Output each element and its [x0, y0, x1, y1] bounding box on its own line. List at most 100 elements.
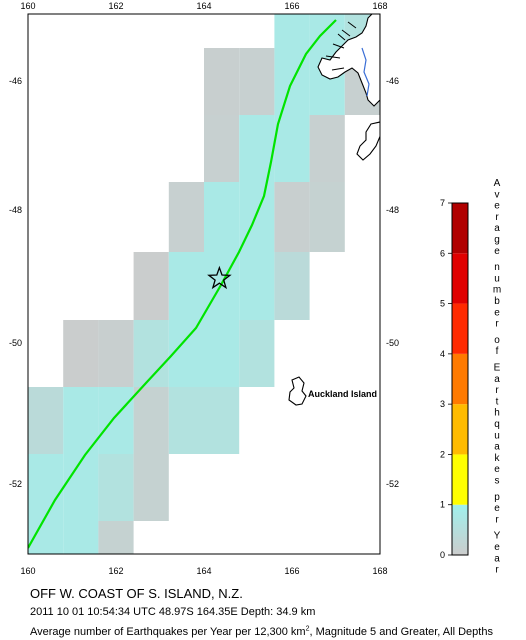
lon-label-bottom-160: 160 — [20, 566, 35, 576]
legend-title-letter: v — [495, 189, 500, 200]
legend-title-letter: a — [494, 442, 500, 453]
lon-label-bottom-168: 168 — [372, 566, 387, 576]
legend-title-letter: r — [495, 319, 499, 330]
grid-cell — [274, 14, 310, 48]
axis-labels: 160 162 164 166 168 160 162 164 166 168 … — [9, 1, 399, 576]
legend-swatch — [452, 253, 468, 304]
legend-title-letter: r — [495, 565, 499, 576]
legend-title-letter: g — [494, 235, 500, 246]
legend-title-letter: E — [494, 363, 501, 374]
grid-cell — [239, 48, 275, 115]
grid-cell — [274, 115, 310, 182]
grid-cell — [63, 454, 99, 521]
grid-cell — [168, 252, 204, 320]
auckland-island-label: Auckland Island — [308, 389, 377, 399]
legend-title-letter: o — [494, 335, 500, 346]
legend-swatch-gradient — [452, 539, 468, 543]
lat-label-left-48: -48 — [9, 205, 22, 215]
legend-title-letter: e — [494, 503, 500, 514]
legend-swatch-gradient — [452, 542, 468, 547]
legend-tick-label: 3 — [440, 399, 445, 409]
lon-label-top-160: 160 — [20, 1, 35, 11]
grid-cell — [204, 320, 240, 387]
grid-cell — [133, 387, 169, 454]
legend-title-letter: k — [495, 453, 501, 464]
lon-label-bottom-162: 162 — [108, 566, 123, 576]
grid-cell — [309, 115, 345, 182]
landmasses — [288, 14, 380, 406]
map-border — [27, 13, 381, 555]
legend-swatch — [452, 303, 468, 354]
earthquake-title: OFF W. COAST OF S. ISLAND, N.Z. — [30, 586, 243, 601]
legend-swatch-gradient — [452, 548, 468, 553]
legend-title-letter: h — [494, 408, 500, 419]
legend-title-letter: a — [494, 374, 500, 385]
earthquake-rate-grid — [28, 14, 380, 554]
legend-swatch-gradient — [452, 533, 468, 537]
grid-cell — [204, 115, 240, 182]
grid-cell — [63, 521, 99, 554]
legend-title-letter: b — [494, 296, 500, 307]
legend-tick-labels: 0 1 2 3 4 5 6 7 — [440, 198, 452, 560]
legend-title-letter: e — [494, 542, 500, 553]
rate-description: Average number of Earthquakes per Year p… — [30, 625, 493, 638]
legend-title-letter: e — [494, 307, 500, 318]
legend-title-letter: s — [495, 476, 500, 487]
lon-label-top-164: 164 — [196, 1, 211, 11]
legend-tick-label: 7 — [440, 198, 445, 208]
legend-swatch — [452, 353, 468, 405]
grid-cell — [204, 387, 240, 454]
legend-swatch-gradient — [452, 517, 468, 521]
grid-cell — [98, 521, 134, 554]
rate-description-text: Average number of Earthquakes per Year p… — [30, 626, 306, 638]
grid-cell — [98, 387, 134, 454]
legend-tick-label: 1 — [440, 500, 445, 510]
legend-title-letter: r — [495, 212, 499, 223]
grid-cell — [274, 182, 310, 252]
grid-cell — [204, 48, 240, 115]
lon-label-bottom-166: 166 — [284, 566, 299, 576]
lon-label-top-166: 166 — [284, 1, 299, 11]
lat-label-right-50: -50 — [386, 338, 399, 348]
south-island-coastline — [317, 14, 380, 107]
grid-cell — [133, 454, 169, 521]
lat-label-left-52: -52 — [9, 479, 22, 489]
rate-description-suffix: , Magnitude 5 and Greater, All Depths — [309, 626, 493, 638]
lat-label-left-50: -50 — [9, 338, 22, 348]
legend-title-letter: Y — [494, 531, 501, 542]
earthquake-details: 2011 10 01 10:54:34 UTC 48.97S 164.35E D… — [30, 606, 316, 618]
lat-label-right-46: -46 — [386, 76, 399, 86]
legend-title-letter: e — [494, 201, 500, 212]
auckland-island — [288, 376, 307, 406]
legend-swatch-gradient — [452, 504, 468, 509]
grid-cell — [28, 387, 64, 454]
legend-swatch-gradient — [452, 536, 468, 540]
river-line — [361, 47, 370, 97]
legend-title-letter: A — [494, 178, 501, 189]
legend-title-letter: r — [495, 514, 499, 525]
grid-cell — [63, 320, 99, 387]
legend-swatch-gradient — [452, 520, 468, 525]
grid-cell — [98, 454, 134, 521]
legend-title-letter: n — [494, 262, 500, 273]
legend-swatch-gradient — [452, 551, 468, 556]
legend-title-letter: r — [495, 385, 499, 396]
lat-label-right-52: -52 — [386, 479, 399, 489]
grid-cell — [204, 182, 240, 252]
legend-tick-label: 5 — [440, 299, 445, 309]
epicenter-star-icon — [207, 265, 232, 290]
legend-title-letter: a — [494, 223, 500, 234]
legend-title-letter: u — [494, 430, 500, 441]
stewart-island — [356, 121, 380, 161]
grid-cell — [239, 320, 275, 387]
legend-swatch-gradient — [452, 507, 468, 512]
legend-tick-label: 4 — [440, 349, 445, 359]
legend-border — [451, 202, 469, 556]
grid-cell — [63, 387, 99, 454]
legend-swatch-gradient — [452, 511, 468, 515]
grid-cell — [168, 387, 204, 454]
rate-description-superscript: 2 — [305, 625, 310, 633]
